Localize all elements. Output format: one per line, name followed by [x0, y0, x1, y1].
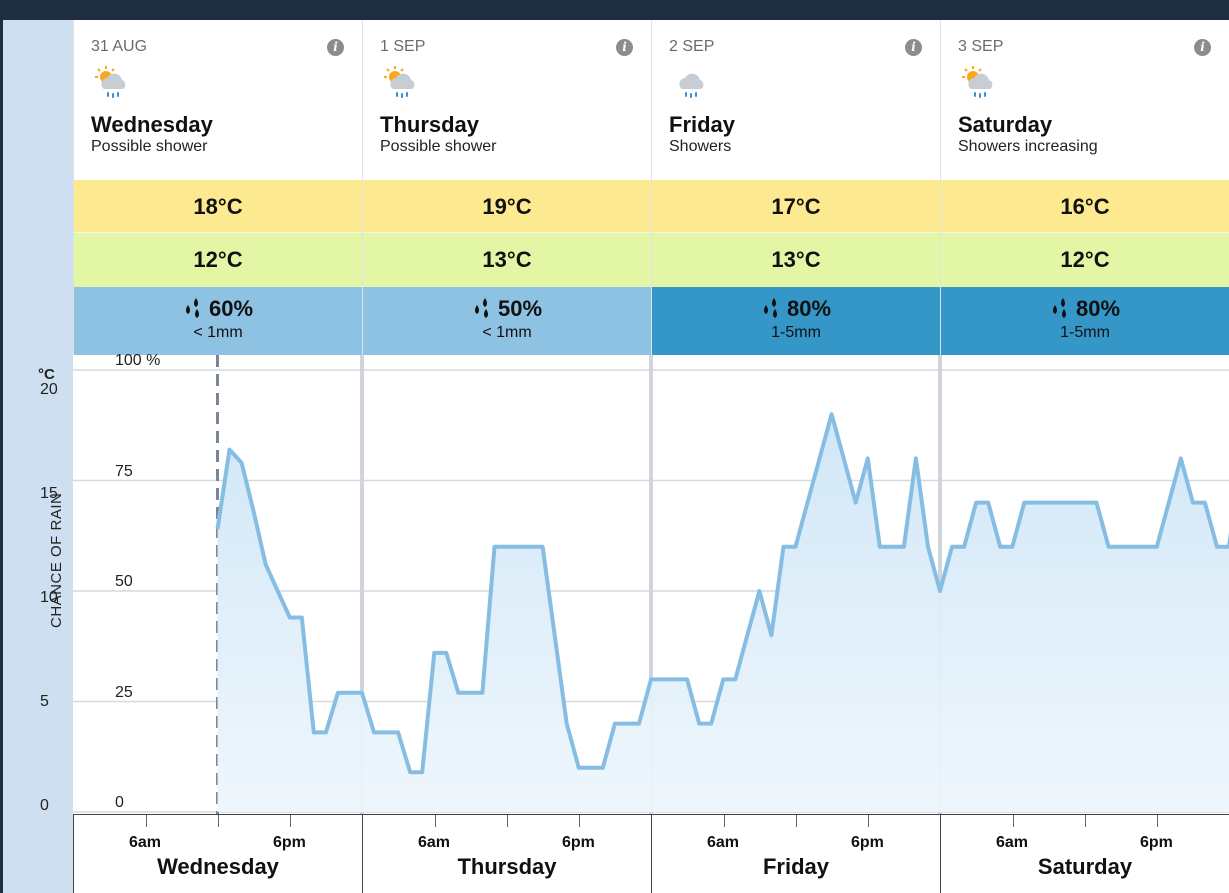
day-forecast-desc: Showers — [669, 138, 732, 155]
tick-noon — [1085, 815, 1086, 827]
rain-axis-title: CHANCE OF RAIN — [48, 492, 65, 628]
min-temp: 12°C — [941, 233, 1229, 287]
day-header: 2 SEP i Friday Showers — [652, 20, 940, 180]
rain-chance: 50% — [497, 296, 543, 321]
rain-summary: 60% < 1mm — [74, 287, 362, 355]
time-6am-label: 6am — [996, 834, 1029, 851]
info-icon[interactable]: i — [905, 39, 922, 56]
rain-chance-chart — [3, 355, 1229, 815]
tick-noon — [218, 815, 219, 827]
cloud-rain-icon — [672, 65, 708, 101]
rain-amount: < 1mm — [482, 324, 532, 341]
max-temp: 19°C — [363, 180, 651, 233]
left-rail — [0, 20, 3, 893]
timeline-day-saturday: 6am 6pm Saturday — [940, 814, 1229, 893]
tick-noon — [796, 815, 797, 827]
rain-summary: 80% 1-5mm — [652, 287, 940, 355]
tick-6pm — [1157, 815, 1158, 827]
timeline-day-name: Saturday — [1037, 854, 1133, 879]
info-icon[interactable]: i — [327, 39, 344, 56]
rain-tick-label: 75 — [115, 462, 133, 480]
time-6pm-label: 6pm — [1140, 834, 1173, 851]
day-date: 31 AUG — [91, 38, 148, 55]
day-date: 3 SEP — [958, 38, 1004, 55]
max-temp: 16°C — [941, 180, 1229, 233]
timeline-day-thursday: 6am 6pm Thursday — [362, 814, 651, 893]
day-card-wednesday: 31 AUG i Wednesday Possible shower 18°C 12°C 6… — [73, 20, 362, 355]
raindrops-icon — [185, 298, 199, 318]
timeline-day-friday: 6am 6pm Friday — [651, 814, 940, 893]
min-temp: 13°C — [363, 233, 651, 287]
sun-cloud-rain-icon — [961, 65, 997, 101]
rain-chance: 60% — [208, 296, 254, 321]
rain-chance-area — [217, 414, 1229, 812]
day-card-thursday: 1 SEP i Thursday Possible shower 19°C 13°C 50%… — [362, 20, 651, 355]
tick-noon — [507, 815, 508, 827]
rain-tick-label: 25 — [115, 683, 133, 701]
day-forecast-desc: Possible shower — [91, 138, 208, 155]
tick-6pm — [868, 815, 869, 827]
min-temp: 12°C — [74, 233, 362, 287]
rain-chance: 80% — [1075, 296, 1121, 321]
time-6am-label: 6am — [129, 834, 162, 851]
tick-6am — [435, 815, 436, 827]
temp-tick-label: 5 — [40, 693, 49, 710]
day-card-saturday: 3 SEP i Saturday Showers increasing 16°C 12°C… — [940, 20, 1229, 355]
temp-tick-label: 20 — [40, 381, 58, 398]
timeline-day-wednesday: 6am 6pm Wednesday — [73, 814, 362, 893]
raindrops-icon — [763, 298, 777, 318]
max-temp: 17°C — [652, 180, 940, 233]
timeline-day-name: Friday — [762, 854, 830, 879]
timeline-day-name: Wednesday — [157, 854, 279, 879]
tick-6pm — [290, 815, 291, 827]
rain-summary: 80% 1-5mm — [941, 287, 1229, 355]
rain-amount: 1-5mm — [1060, 324, 1110, 341]
tick-6pm — [579, 815, 580, 827]
max-temp: 18°C — [74, 180, 362, 233]
temp-tick-label: 10 — [40, 589, 58, 606]
day-name: Saturday — [958, 112, 1053, 137]
rain-tick-label: 50 — [115, 573, 133, 590]
info-icon[interactable]: i — [616, 39, 633, 56]
sun-cloud-rain-icon — [383, 65, 419, 101]
tick-6am — [724, 815, 725, 827]
time-6pm-label: 6pm — [851, 834, 884, 851]
info-icon[interactable]: i — [1194, 39, 1211, 56]
day-name: Wednesday — [91, 112, 213, 137]
day-card-friday: 2 SEP i Friday Showers 17°C 13°C 80% 1-5mm — [651, 20, 940, 355]
day-forecast-desc: Possible shower — [380, 138, 497, 155]
temp-tick-label: 15 — [40, 485, 58, 502]
rain-amount: < 1mm — [193, 324, 243, 341]
day-forecast-desc: Showers increasing — [958, 138, 1098, 155]
rain-chance-line — [215, 412, 1229, 775]
temp-unit-label: °C — [38, 366, 55, 383]
temp-tick-label: 0 — [40, 797, 49, 814]
rain-tick-label: 100 % — [115, 352, 161, 369]
chart-sidebar — [3, 355, 73, 815]
day-header: 31 AUG i Wednesday Possible shower — [74, 20, 362, 180]
time-6pm-label: 6pm — [273, 834, 306, 851]
sun-cloud-rain-icon — [94, 65, 130, 101]
tick-6am — [146, 815, 147, 827]
tick-6am — [1013, 815, 1014, 827]
time-6am-label: 6am — [418, 834, 451, 851]
rain-summary: 50% < 1mm — [363, 287, 651, 355]
time-6pm-label: 6pm — [562, 834, 595, 851]
raindrops-icon — [1052, 298, 1066, 318]
day-name: Thursday — [380, 112, 480, 137]
raindrops-icon — [474, 298, 488, 318]
timeline-day-name: Thursday — [457, 854, 557, 879]
rain-amount: 1-5mm — [771, 324, 821, 341]
day-header: 1 SEP i Thursday Possible shower — [363, 20, 651, 180]
time-6am-label: 6am — [707, 834, 740, 851]
day-date: 1 SEP — [380, 38, 426, 55]
rain-chance: 80% — [786, 296, 832, 321]
min-temp: 13°C — [652, 233, 940, 287]
top-bar — [0, 0, 1229, 20]
day-date: 2 SEP — [669, 38, 715, 55]
day-name: Friday — [669, 112, 736, 137]
day-header: 3 SEP i Saturday Showers increasing — [941, 20, 1229, 180]
rain-tick-label: 0 — [115, 794, 124, 811]
